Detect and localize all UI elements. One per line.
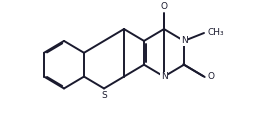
Text: O: O [208,72,215,81]
Text: O: O [161,2,167,11]
Text: N: N [181,36,187,45]
Text: S: S [101,91,107,100]
Text: CH₃: CH₃ [208,28,225,38]
Text: N: N [161,72,167,81]
